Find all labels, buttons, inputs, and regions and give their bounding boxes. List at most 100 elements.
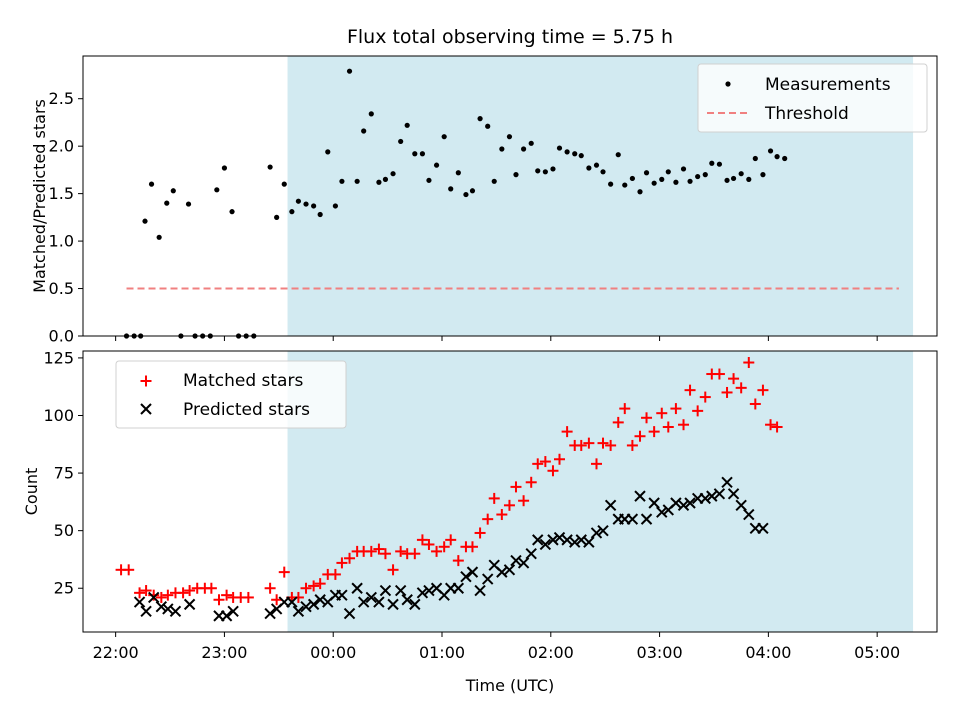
predicted-star-point — [286, 596, 298, 608]
matched-star-point — [525, 476, 537, 488]
measurement-point — [651, 180, 657, 186]
measurement-point — [665, 169, 671, 175]
predicted-star-point — [365, 591, 378, 604]
matched-star-point — [416, 534, 428, 546]
measurement-point — [716, 161, 723, 167]
chart-title: Flux total observing time = 5.75 h — [347, 26, 673, 48]
measurement-point — [441, 134, 447, 140]
predicted-star-point — [351, 582, 363, 594]
measurement-point — [419, 151, 426, 157]
predicted-star-point — [357, 596, 370, 608]
predicted-star-point — [634, 490, 646, 502]
matched-star-point — [336, 557, 348, 569]
measurement-point — [687, 178, 693, 184]
measurement-point — [600, 169, 606, 175]
measurement-point — [398, 138, 404, 145]
matched-star-point — [264, 582, 276, 594]
x-tick-label: 22:00 — [93, 643, 139, 662]
y-tick-label: 75 — [54, 464, 74, 483]
matched-star-point — [365, 545, 377, 557]
top-y-axis-label: Matched/Predicted stars — [30, 99, 49, 293]
measurement-point — [550, 166, 556, 172]
measurement-points — [123, 68, 788, 339]
measurement-point — [774, 154, 780, 160]
predicted-star-point — [292, 605, 305, 617]
measurement-point — [311, 203, 317, 209]
matched-star-point — [452, 555, 464, 567]
matched-star-point — [575, 439, 587, 451]
y-tick-label: 0.5 — [49, 279, 74, 298]
y-tick-label: 0.0 — [49, 327, 74, 346]
measurement-point — [295, 198, 302, 204]
y-tick-label: 1.5 — [49, 184, 74, 203]
measurement-point — [361, 128, 367, 134]
predicted-star-point — [604, 499, 617, 512]
measurement-point — [499, 146, 505, 152]
predicted-star-point — [336, 589, 348, 601]
predicted-star-point — [684, 497, 696, 509]
measurement-point — [448, 186, 454, 192]
predicted-star-point — [264, 607, 276, 620]
measurement-point — [289, 209, 295, 215]
top-x-ticks — [115, 336, 878, 341]
measurement-point — [412, 151, 418, 157]
matched-star-point — [539, 456, 551, 468]
matched-star-point — [344, 552, 356, 564]
bottom-x-ticks: 22:00 23:00 00:00 01:00 02:00 03:00 04:00 05:00 — [93, 632, 900, 662]
predicted-star-point — [648, 497, 660, 509]
measurement-point — [325, 149, 331, 155]
predicted-star-point — [343, 607, 356, 620]
measurement-point — [426, 177, 432, 183]
y-tick-label: 1.0 — [49, 232, 74, 251]
matched-star-point — [300, 582, 312, 594]
matched-star-point — [474, 527, 486, 539]
matched-star-point — [177, 587, 189, 599]
measurement-point — [752, 155, 758, 162]
measurement-point — [578, 153, 584, 159]
predicted-star-point — [743, 508, 755, 521]
predicted-star-point — [452, 582, 465, 594]
matched-star-point — [583, 437, 595, 449]
x-tick-label: 01:00 — [419, 643, 465, 662]
matched-star-point — [648, 426, 660, 438]
matched-star-point — [757, 384, 769, 396]
measurement-point — [659, 176, 665, 182]
measurement-point — [433, 162, 440, 168]
measurement-point — [622, 182, 628, 188]
matched-star-point — [373, 543, 385, 555]
predicted-star-point — [148, 591, 160, 604]
measurement-point — [148, 181, 155, 187]
legend-predicted-label: Predicted stars — [183, 400, 310, 420]
measurement-point — [303, 201, 309, 207]
x-tick-label: 05:00 — [854, 643, 900, 662]
matched-star-point — [662, 421, 674, 433]
matched-star-point — [547, 465, 559, 477]
predicted-star-point — [677, 499, 690, 512]
measurement-point — [485, 123, 491, 129]
measurement-point — [767, 148, 774, 154]
measurement-point — [229, 209, 235, 215]
matched-star-point — [438, 541, 450, 553]
measurement-point — [346, 68, 353, 74]
predicted-star-point — [656, 506, 668, 518]
matched-star-point — [387, 564, 399, 576]
predicted-star-point — [220, 610, 233, 622]
measurement-point — [702, 172, 708, 178]
measurement-point — [586, 165, 592, 171]
top-y-ticks: 0.0 0.5 1.0 1.5 2.0 2.5 — [49, 89, 83, 346]
measurement-point — [520, 146, 527, 152]
measurement-point — [542, 169, 548, 175]
measurement-point — [404, 122, 410, 128]
legend-matched-label: Matched stars — [183, 371, 303, 391]
x-tick-label: 00:00 — [310, 643, 356, 662]
predicted-star-point — [525, 547, 537, 560]
matched-star-point — [292, 591, 304, 603]
predicted-star-point — [727, 488, 740, 500]
y-tick-label: 25 — [54, 579, 74, 598]
predicted-star-point — [474, 584, 486, 597]
matched-star-point — [162, 589, 174, 601]
measurement-point — [390, 171, 396, 177]
measurement-point — [730, 175, 737, 182]
matched-star-point — [619, 403, 631, 415]
